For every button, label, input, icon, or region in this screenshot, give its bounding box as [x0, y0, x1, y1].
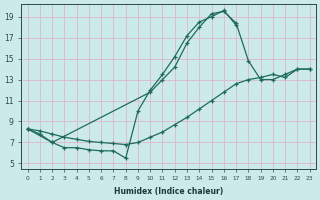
X-axis label: Humidex (Indice chaleur): Humidex (Indice chaleur)	[114, 187, 223, 196]
